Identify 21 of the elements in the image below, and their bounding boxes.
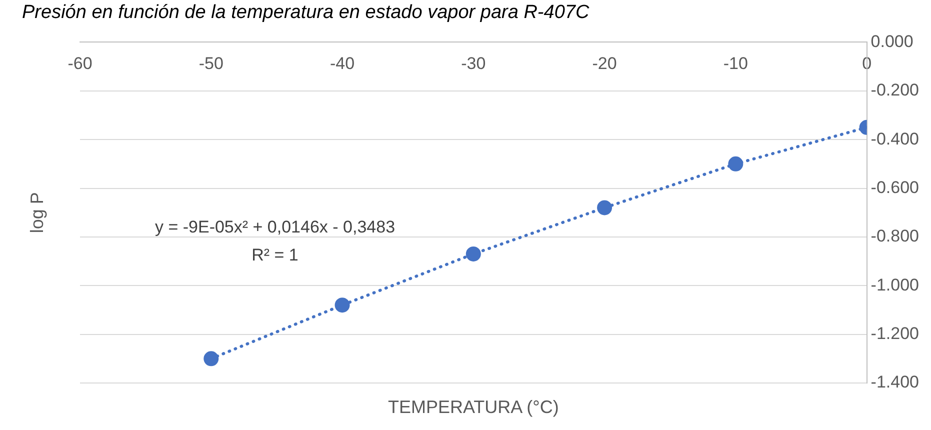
x-tick-label: -40 xyxy=(330,54,355,74)
annotation: R² = 1 xyxy=(252,246,298,265)
x-tick-label: -20 xyxy=(592,54,617,74)
y-tick-label: -0.200 xyxy=(870,80,919,100)
y-tick-label: -0.600 xyxy=(870,178,919,197)
x-tick-label: -60 xyxy=(68,54,92,74)
y-tick-label: -1.400 xyxy=(870,372,919,392)
chart-title: Presión en función de la temperatura en estado vapor para R-407C xyxy=(22,2,590,24)
point xyxy=(466,246,481,262)
y-tick-label: -1.000 xyxy=(870,275,919,294)
annotation: y = -9E-05x² + 0,0146x - 0,3483 xyxy=(154,218,396,237)
y-axis-title: log P xyxy=(26,192,47,234)
y-tick-label: -0.400 xyxy=(870,129,919,148)
y-tick-label: 0.000 xyxy=(870,32,914,51)
x-tick-label: -30 xyxy=(461,54,486,74)
y-tick-label: -1.200 xyxy=(870,324,919,343)
y-tick-label: -0.800 xyxy=(870,226,919,246)
x-tick-label: -10 xyxy=(723,54,748,74)
x-tick-label: -50 xyxy=(198,54,224,74)
point xyxy=(204,351,219,366)
x-axis-title: TEMPERATURA (°C) xyxy=(388,396,559,417)
